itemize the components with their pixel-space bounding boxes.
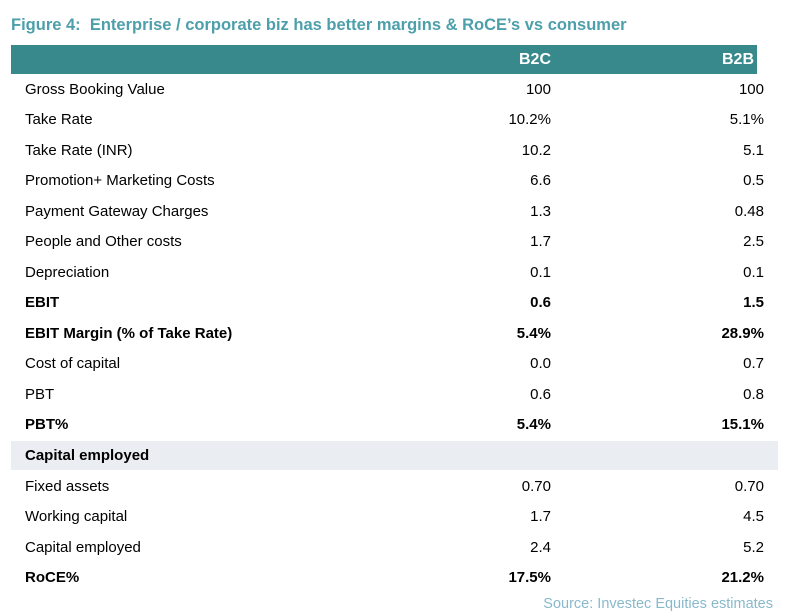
table-row: Fixed assets 0.70 0.70 — [11, 471, 778, 502]
row-label: RoCE% — [25, 569, 80, 587]
row-label: Fixed assets — [25, 477, 110, 495]
b2b-value: 0.8 — [743, 385, 764, 403]
table-row: Gross Booking Value 100 100 — [11, 74, 778, 105]
table-row: Take Rate (INR) 10.2 5.1 — [11, 135, 778, 166]
b2b-value: 28.9% — [721, 324, 764, 342]
table-row: Capital employed 2.4 5.2 — [11, 532, 778, 563]
b2b-value: 15.1% — [721, 416, 764, 434]
figure-title: Figure 4: Enterprise / corporate biz has… — [11, 16, 627, 34]
row-label: Take Rate — [25, 111, 93, 129]
b2c-value: 1.7 — [530, 233, 551, 251]
row-label: EBIT Margin (% of Take Rate) — [25, 324, 233, 342]
b2c-value: 0.1 — [530, 263, 551, 281]
row-label: Capital employed — [25, 447, 150, 464]
b2c-value: 1.3 — [530, 202, 551, 220]
table-row: Working capital 1.7 4.5 — [11, 502, 778, 533]
section-header-row: Capital employed — [11, 441, 778, 470]
metrics-table: B2C B2B Gross Booking Value 100 100 Take Ra… — [11, 45, 778, 593]
b2b-value: 0.7 — [743, 355, 764, 373]
b2b-value: 0.1 — [743, 263, 764, 281]
b2c-value: 1.7 — [530, 508, 551, 526]
table-row: EBIT Margin (% of Take Rate) 5.4% 28.9% — [11, 318, 778, 349]
table-row: Take Rate 10.2% 5.1% — [11, 105, 778, 136]
source-note: Source: Investec Equities estimates — [543, 596, 773, 612]
b2c-value: 100 — [525, 80, 551, 98]
row-label: People and Other costs — [25, 233, 182, 251]
b2c-value: 0.6 — [530, 294, 551, 312]
row-label: Working capital — [25, 508, 128, 526]
b2c-value: 10.2 — [521, 141, 551, 159]
b2b-value: 4.5 — [743, 508, 764, 526]
header-b2b: B2B — [721, 50, 754, 68]
table-row: People and Other costs 1.7 2.5 — [11, 227, 778, 258]
row-label: PBT% — [25, 416, 69, 434]
b2b-value: 0.70 — [734, 477, 764, 495]
table-row: PBT% 5.4% 15.1% — [11, 410, 778, 441]
b2b-value: 100 — [738, 80, 764, 98]
row-label: EBIT — [25, 294, 60, 312]
b2b-value: 0.5 — [743, 172, 764, 190]
table-row: RoCE% 17.5% 21.2% — [11, 563, 778, 594]
b2b-value: 5.1 — [743, 141, 764, 159]
b2b-value: 21.2% — [721, 569, 764, 587]
b2c-value: 0.0 — [530, 355, 551, 373]
b2b-value: 5.1% — [729, 111, 764, 129]
row-label: Gross Booking Value — [25, 80, 165, 98]
b2b-value: 0.48 — [734, 202, 764, 220]
row-label: Payment Gateway Charges — [25, 202, 209, 220]
b2b-value: 2.5 — [743, 233, 764, 251]
b2b-value: 5.2 — [743, 538, 764, 556]
table-row: Cost of capital 0.0 0.7 — [11, 349, 778, 380]
b2c-value: 2.4 — [530, 538, 551, 556]
table-header-row: B2C B2B — [11, 45, 757, 74]
b2b-value: 1.5 — [743, 294, 764, 312]
row-label: PBT — [25, 385, 55, 403]
row-label: Take Rate (INR) — [25, 141, 133, 159]
b2c-value: 5.4% — [516, 324, 551, 342]
b2c-value: 5.4% — [516, 416, 551, 434]
table-row: Depreciation 0.1 0.1 — [11, 257, 778, 288]
row-label: Promotion+ Marketing Costs — [25, 172, 215, 190]
b2c-value: 17.5% — [508, 569, 551, 587]
table-row: EBIT 0.6 1.5 — [11, 288, 778, 319]
table-body: Gross Booking Value 100 100 Take Rate 10.2% 5… — [11, 74, 778, 593]
b2c-value: 0.70 — [521, 477, 551, 495]
header-b2c: B2C — [518, 50, 551, 68]
row-label: Capital employed — [25, 538, 141, 556]
row-label: Cost of capital — [25, 355, 121, 373]
b2c-value: 6.6 — [530, 172, 551, 190]
row-label: Depreciation — [25, 263, 110, 281]
b2c-value: 0.6 — [530, 385, 551, 403]
table-row: PBT 0.6 0.8 — [11, 379, 778, 410]
table-row: Promotion+ Marketing Costs 6.6 0.5 — [11, 166, 778, 197]
table-row: Payment Gateway Charges 1.3 0.48 — [11, 196, 778, 227]
b2c-value: 10.2% — [508, 111, 551, 129]
